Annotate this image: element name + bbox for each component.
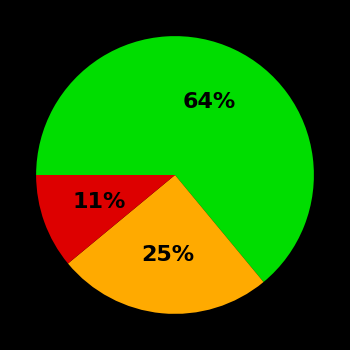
Wedge shape: [68, 175, 264, 314]
Text: 11%: 11%: [72, 192, 126, 212]
Wedge shape: [36, 36, 314, 282]
Wedge shape: [36, 175, 175, 264]
Text: 25%: 25%: [141, 245, 194, 265]
Text: 64%: 64%: [183, 92, 236, 112]
